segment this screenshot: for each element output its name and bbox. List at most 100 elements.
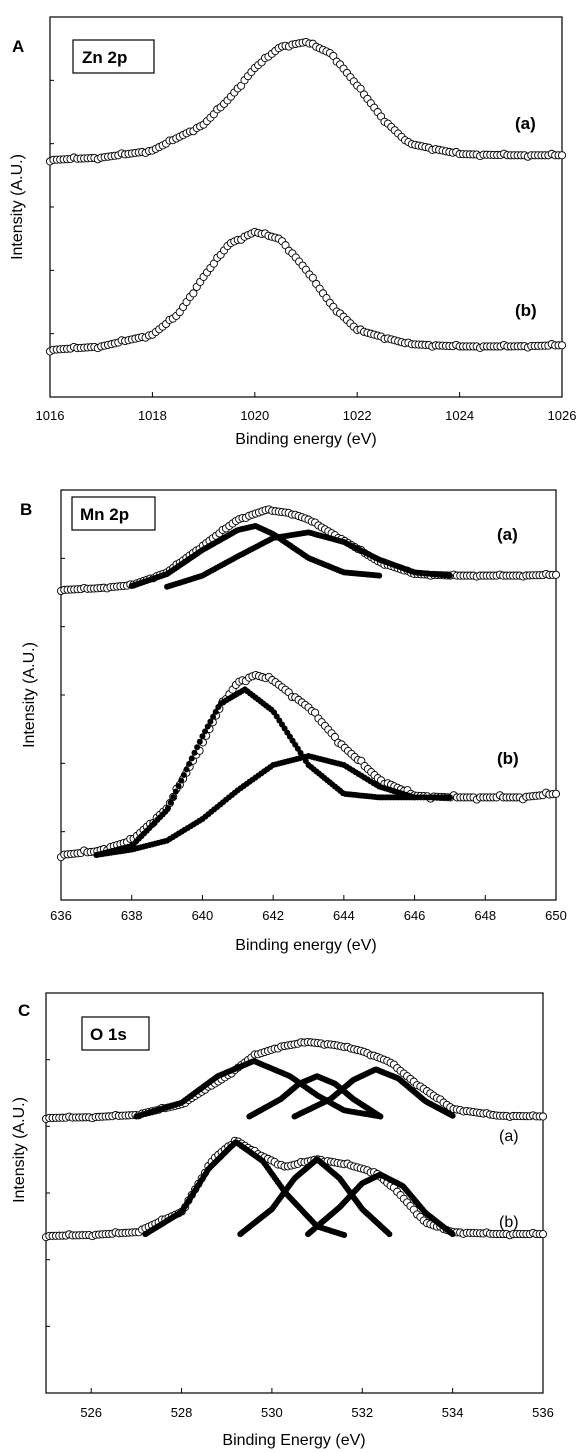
series-b-5 [93,753,453,858]
fit-point [386,1231,393,1238]
x-tick-label: 1016 [36,408,65,423]
x-tick-label: 650 [545,908,567,923]
fit-point [449,1231,456,1238]
series-c-3 [291,1066,456,1120]
x-tick-label: 526 [80,1405,102,1420]
series-layer-b [56,505,561,862]
fit-point [207,718,214,725]
data-point [551,570,561,579]
y-axis-title-b: Intensity (A.U.) [21,642,38,748]
fit-point [191,749,198,756]
x-tick-label: 1020 [240,408,269,423]
x-ticks-c: 526 528 530 532 534 536 [46,1059,554,1420]
panel-letter-c: C [18,1001,30,1020]
fit-point [449,1112,456,1119]
x-tick-label: 1026 [548,408,577,423]
series-c-7 [305,1171,456,1238]
inset-label-box-c [81,1016,150,1051]
data-point [557,151,567,160]
data-point [551,789,561,798]
fit-point [212,708,219,715]
series-c-1 [133,1058,384,1120]
series-a-0 [45,37,567,166]
fit-point [210,713,217,720]
curve-label-a-a: (a) [515,114,536,133]
x-tick-label: 536 [532,1405,554,1420]
fit-point [446,794,453,801]
inset-label-b: Mn 2p [80,505,129,524]
curve-label-a-b: (b) [515,301,537,320]
panel-letter-a: A [12,37,24,56]
fit-point [204,723,211,730]
fit-point [170,794,177,801]
x-axis-title-c: Binding Energy (eV) [222,1432,365,1449]
data-point [209,259,218,268]
x-axis-title-b: Binding energy (eV) [235,937,376,954]
data-point [308,273,317,282]
fit-point [341,1232,348,1239]
inset-label-box-b [71,496,156,531]
y-axis-title-a: Intensity (A.U.) [9,154,26,260]
inset-label-a: Zn 2p [82,48,127,67]
fit-point [188,755,195,762]
fit-point [196,738,203,745]
fit-point [172,788,179,795]
series-b-1 [128,523,383,589]
x-tick-label: 1022 [343,408,372,423]
x-tick-label: 648 [474,908,496,923]
x-ticks-a: 1016 1018 1020 1022 1024 1026 [36,79,577,423]
x-tick-label: 530 [261,1405,283,1420]
fit-point [194,744,201,751]
fit-point [202,728,209,735]
y-axis-title-c: Intensity (A.U.) [11,1097,28,1203]
x-tick-label: 644 [333,908,355,923]
series-c-6 [237,1156,393,1238]
series-b-2 [164,529,453,590]
fit-point [199,733,206,740]
series-c-4 [41,1136,548,1242]
inset-label-c: O 1s [90,1025,127,1044]
curve-label-b-b: (b) [497,749,519,768]
curve-label-c-a: (a) [499,1128,519,1145]
curve-label-b-a: (a) [497,525,518,544]
fit-point [180,771,187,778]
fit-point [376,572,383,579]
plot-frame-c [45,992,544,1394]
panel-a: A Zn 2p (a) (b) Binding energy (eV) Inte… [9,16,577,448]
panel-letter-b: B [20,500,32,519]
data-point [538,1112,548,1121]
fit-point [167,799,174,806]
inset-label-box-a [72,39,155,74]
data-point [538,1230,548,1239]
fit-point [175,783,182,790]
fit-point [183,766,190,773]
x-tick-label: 640 [192,908,214,923]
x-tick-label: 636 [50,908,72,923]
fit-point [178,777,185,784]
series-c-2 [246,1073,384,1120]
fit-point [446,572,453,579]
x-tick-label: 528 [171,1405,193,1420]
fit-point [164,805,171,812]
series-layer-a [45,37,567,356]
x-tick-label: 1018 [138,408,167,423]
fit-point [377,1113,384,1120]
series-a-1 [45,227,567,356]
x-tick-label: 532 [351,1405,373,1420]
data-point [356,84,365,93]
x-tick-label: 642 [262,908,284,923]
x-axis-title-a: Binding energy (eV) [235,431,376,448]
data-point [557,341,567,350]
x-tick-label: 1024 [445,408,474,423]
x-tick-label: 534 [442,1405,464,1420]
x-tick-label: 638 [121,908,143,923]
x-tick-label: 646 [404,908,426,923]
panel-c: C O 1s (a) (b) Binding Energy (eV) Inten… [11,992,554,1449]
series-layer-c [41,1038,548,1242]
fit-point [186,760,193,767]
x-ticks-b: 636 638 640 642 644 646 648 650 [50,557,567,923]
panel-b: B Mn 2p (a) (b) Binding energy (eV) Inte… [20,489,567,954]
curve-label-c-b: (b) [499,1214,519,1231]
data-point [189,289,198,298]
